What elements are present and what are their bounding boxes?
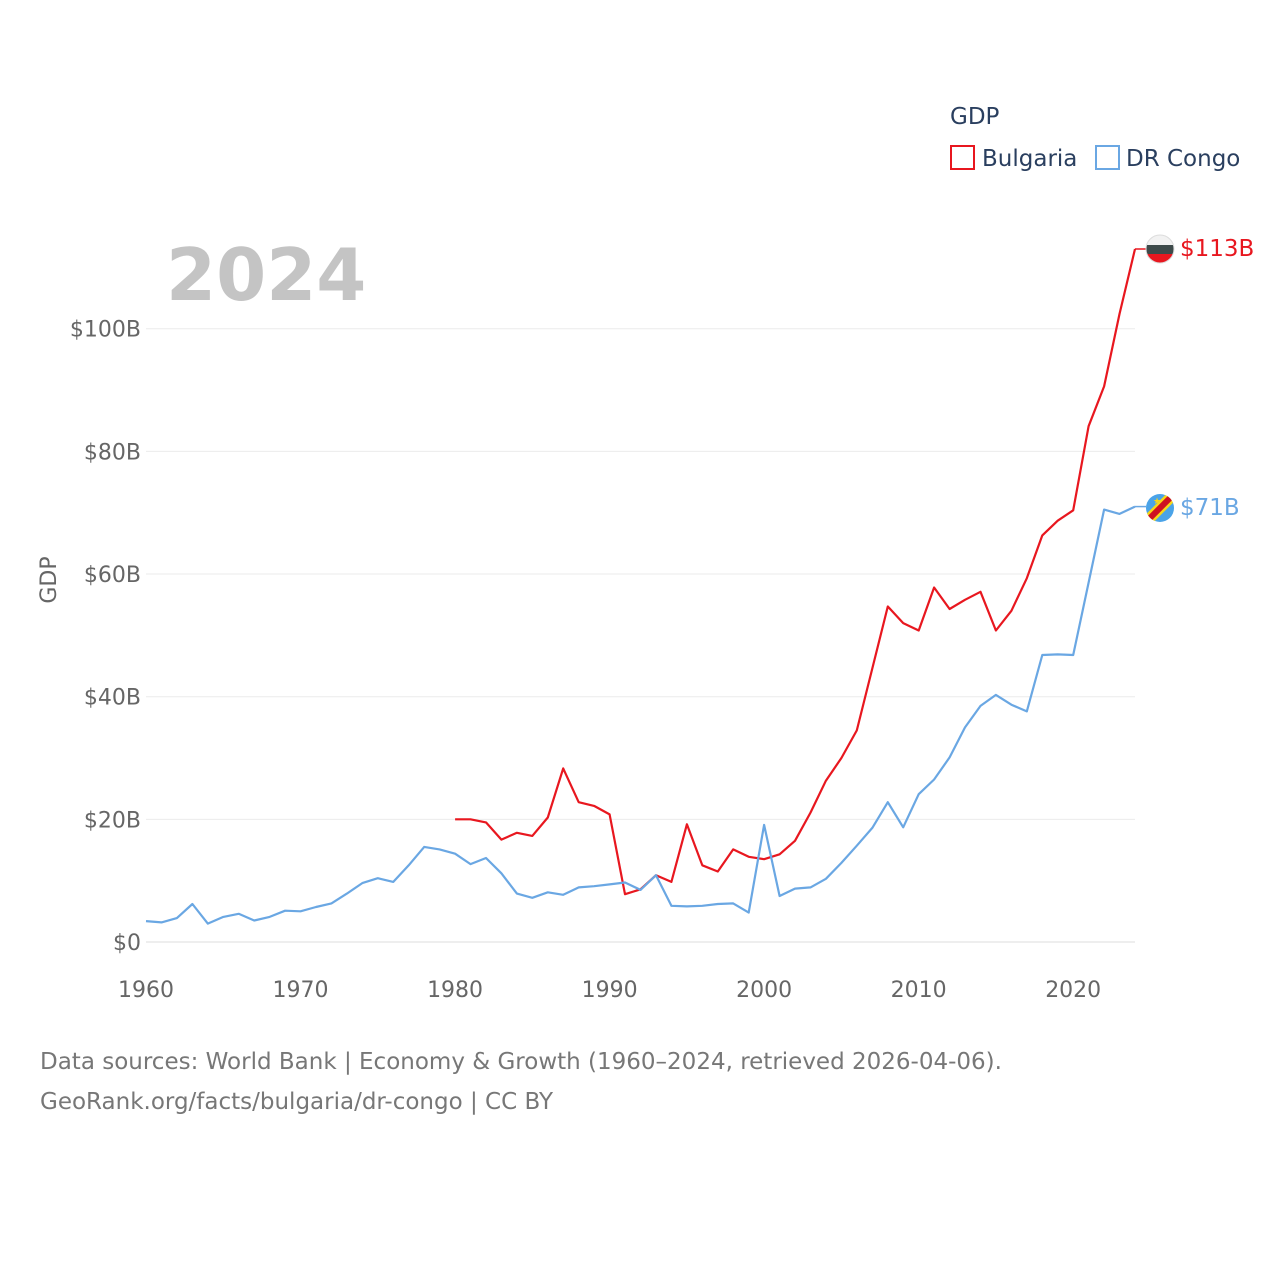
source-line-1: Data sources: World Bank | Economy & Gro… xyxy=(40,1049,1002,1075)
year-label: 2024 xyxy=(166,233,366,317)
x-tick-label: 2020 xyxy=(1045,978,1101,1003)
legend-label-bulgaria: Bulgaria xyxy=(982,146,1077,172)
series-line-bulgaria xyxy=(455,248,1137,896)
y-tick-label: $80B xyxy=(84,440,141,465)
bulgaria-end-label: $113B xyxy=(1180,236,1254,262)
svg-text:★: ★ xyxy=(1153,497,1161,507)
legend-item-bulgaria[interactable]: Bulgaria xyxy=(950,145,1077,172)
y-tick-label: $100B xyxy=(70,318,141,343)
y-tick-label: $0 xyxy=(113,931,141,956)
x-tick-label: 1960 xyxy=(118,978,174,1003)
legend-swatch-dr-congo xyxy=(1095,145,1120,170)
x-tick-label: 2000 xyxy=(736,978,792,1003)
y-axis-ticks: $0 $20B $40B $60B $80B $100B xyxy=(70,318,141,956)
grid-lines xyxy=(146,328,1135,943)
y-axis-title: GDP xyxy=(37,556,62,603)
dr-congo-flag-icon: ★ xyxy=(1146,494,1174,522)
dr-congo-end-label: $71B xyxy=(1180,495,1240,521)
legend-item-dr-congo[interactable]: DR Congo xyxy=(1095,145,1240,172)
x-tick-label: 2010 xyxy=(891,978,947,1003)
dr-congo-end-marker: ★ $71B xyxy=(1146,494,1240,522)
source-note: Data sources: World Bank | Economy & Gro… xyxy=(40,1042,1002,1122)
series-line-dr-congo xyxy=(145,505,1136,925)
x-tick-label: 1980 xyxy=(427,978,483,1003)
y-tick-label: $40B xyxy=(84,686,141,711)
x-tick-label: 1970 xyxy=(273,978,329,1003)
legend-title: GDP xyxy=(950,104,1000,130)
legend-label-dr-congo: DR Congo xyxy=(1126,146,1240,172)
legend-swatch-bulgaria xyxy=(950,145,975,170)
y-tick-label: $60B xyxy=(84,563,141,588)
bulgaria-end-marker: $113B xyxy=(1145,234,1254,264)
x-tick-label: 1990 xyxy=(582,978,638,1003)
x-axis-ticks: 1960 1970 1980 1990 2000 2010 2020 xyxy=(118,978,1101,1003)
legend: GDP Bulgaria DR Congo xyxy=(950,104,1240,172)
source-line-2: GeoRank.org/facts/bulgaria/dr-congo | CC… xyxy=(40,1089,554,1115)
y-tick-label: $20B xyxy=(84,808,141,833)
bulgaria-flag-icon xyxy=(1146,235,1174,263)
series-layer xyxy=(145,248,1146,925)
